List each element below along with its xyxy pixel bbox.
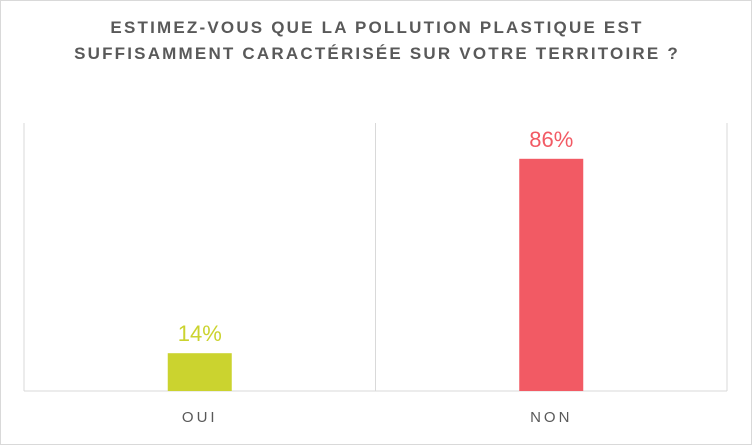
chart-title: ESTIMEZ-VOUS QUE LA POLLUTION PLASTIQUE … [74,18,680,63]
data-label-non: 86% [529,127,573,152]
bar-non [519,158,584,391]
x-tick-label-non: NON [530,409,572,426]
x-tick-label-oui: OUI [182,409,218,426]
data-label-oui: 14% [178,321,222,346]
bar-oui [167,353,232,391]
